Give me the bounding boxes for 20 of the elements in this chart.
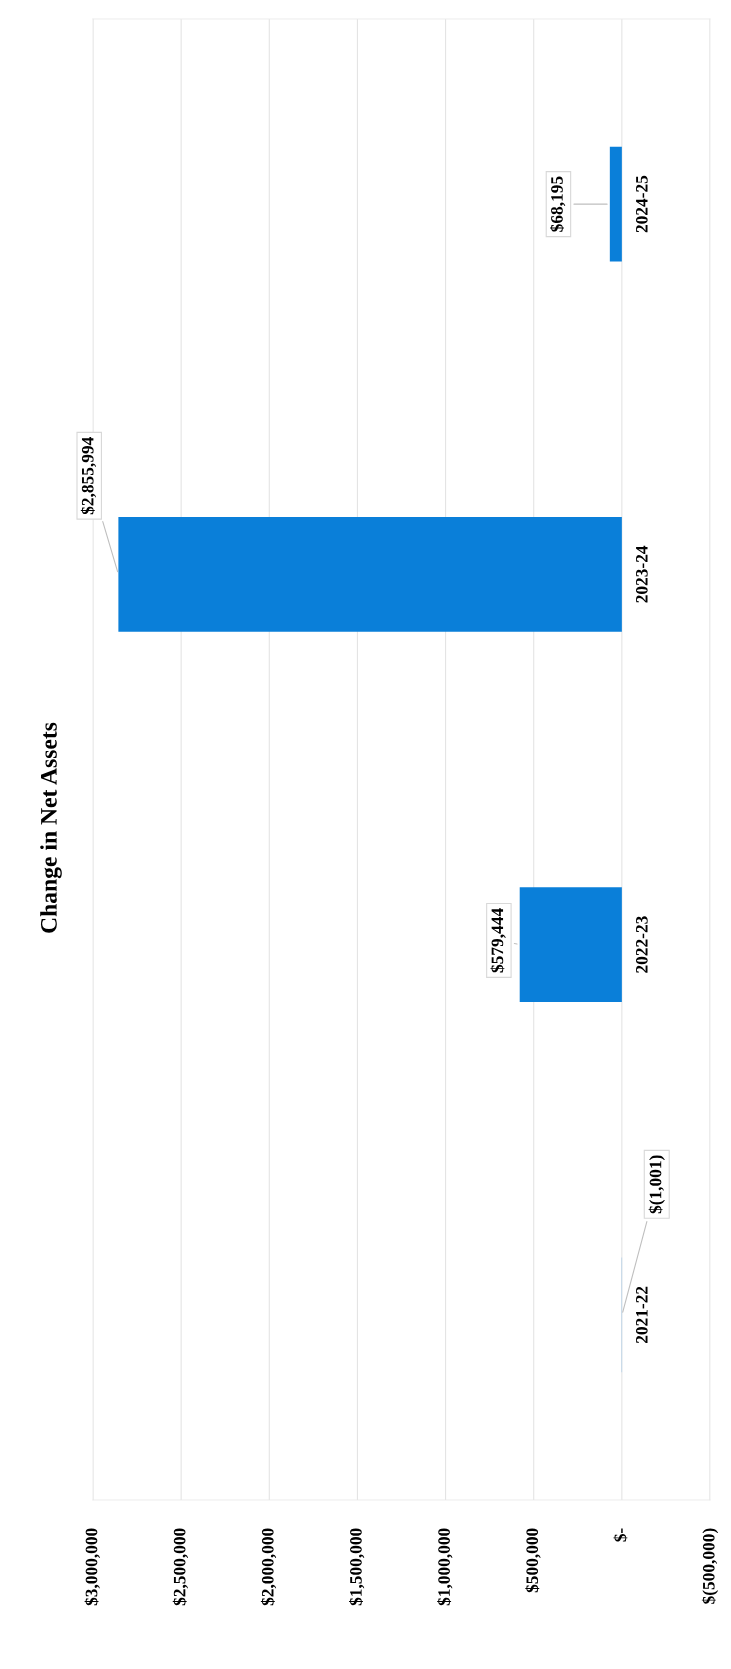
bar: [609, 146, 622, 262]
bar: [519, 887, 622, 1003]
y-tick-label: 2023-24: [635, 545, 648, 603]
y-tick-label: 2021-22: [635, 1286, 648, 1344]
x-tick-label: $3,000,000: [84, 1528, 100, 1606]
data-label: $2,855,994: [80, 437, 97, 515]
x-tick-label: $2,000,000: [260, 1528, 277, 1606]
x-tick-label: $-: [613, 1528, 628, 1542]
data-label: $(1,001): [648, 1155, 665, 1214]
data-label: $68,195: [550, 176, 566, 232]
data-label: $579,444: [490, 908, 506, 973]
x-tick-label: $1,500,000: [349, 1528, 365, 1606]
text: Change in Net Assets: [40, 722, 62, 933]
y-tick-label: 2022-23: [635, 916, 648, 973]
y-tick-label: 2024-25: [635, 175, 648, 233]
x-tick-label: $2,500,000: [172, 1528, 189, 1606]
bar: [118, 516, 622, 632]
x-tick-label: $(500,000): [701, 1528, 719, 1604]
x-tick-label: $1,000,000: [437, 1528, 453, 1606]
x-tick-label: $500,000: [525, 1528, 541, 1593]
